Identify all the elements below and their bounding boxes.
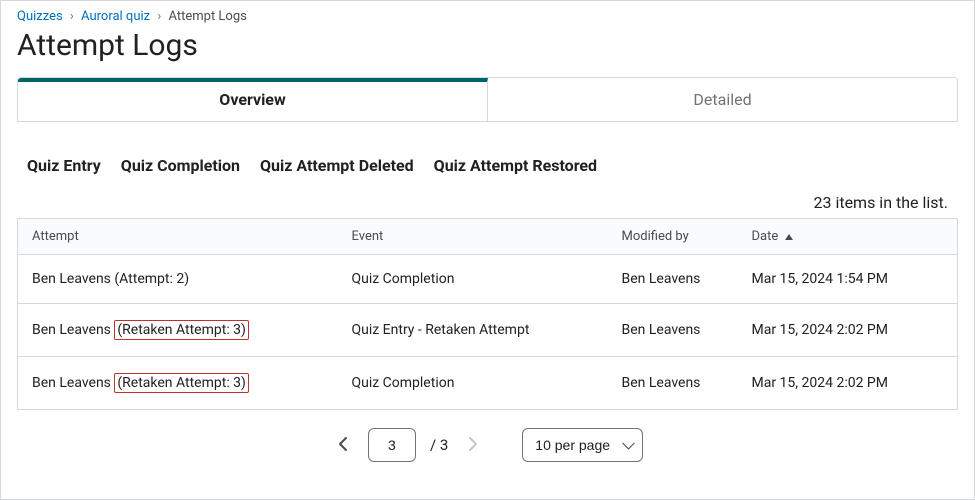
cell-modified-by: Ben Leavens <box>608 304 738 357</box>
tab-overview[interactable]: Overview <box>18 78 488 121</box>
breadcrumb-separator: › <box>70 9 74 24</box>
attempt-user: Ben Leavens <box>32 322 114 338</box>
col-header-event[interactable]: Event <box>338 219 608 255</box>
event-filter-row: Quiz Entry Quiz Completion Quiz Attempt … <box>17 122 958 193</box>
chevron-right-icon <box>468 437 478 451</box>
breadcrumb: Quizzes › Auroral quiz › Attempt Logs <box>17 9 958 24</box>
col-header-modified-by[interactable]: Modified by <box>608 219 738 255</box>
cell-attempt: Ben Leavens (Retaken Attempt: 3) <box>18 357 338 410</box>
breadcrumb-quizzes[interactable]: Quizzes <box>17 9 63 24</box>
page-number-input[interactable] <box>368 428 416 462</box>
per-page-select[interactable]: 10 per page <box>522 428 643 462</box>
table-row: Ben Leavens (Retaken Attempt: 3)Quiz Com… <box>18 357 958 410</box>
attempt-suffix: (Retaken Attempt: 3) <box>114 373 249 393</box>
page-total: / 3 <box>430 436 448 454</box>
breadcrumb-separator: › <box>157 9 161 24</box>
attempt-logs-page: Quizzes › Auroral quiz › Attempt Logs At… <box>0 0 975 500</box>
tab-detailed[interactable]: Detailed <box>488 78 957 121</box>
cell-attempt: Ben Leavens (Attempt: 2) <box>18 255 338 304</box>
cell-date: Mar 15, 2024 2:02 PM <box>738 357 958 410</box>
col-header-date[interactable]: Date <box>738 219 958 255</box>
cell-modified-by: Ben Leavens <box>608 255 738 304</box>
table-row: Ben Leavens (Retaken Attempt: 3)Quiz Ent… <box>18 304 958 357</box>
next-page-button[interactable] <box>462 431 484 460</box>
col-header-attempt[interactable]: Attempt <box>18 219 338 255</box>
cell-attempt: Ben Leavens (Retaken Attempt: 3) <box>18 304 338 357</box>
breadcrumb-quiz-name[interactable]: Auroral quiz <box>81 9 150 24</box>
col-header-date-label: Date <box>752 229 779 244</box>
attempt-user: Ben Leavens <box>32 271 114 287</box>
filter-quiz-entry[interactable]: Quiz Entry <box>27 156 101 175</box>
prev-page-button[interactable] <box>332 431 354 460</box>
cell-modified-by: Ben Leavens <box>608 357 738 410</box>
page-title: Attempt Logs <box>17 28 958 63</box>
sort-ascending-icon <box>785 234 793 240</box>
attempt-suffix: (Attempt: 2) <box>114 271 189 287</box>
pagination: / 3 10 per page <box>17 428 958 462</box>
cell-event: Quiz Completion <box>338 357 608 410</box>
filter-quiz-attempt-restored[interactable]: Quiz Attempt Restored <box>434 156 597 175</box>
chevron-left-icon <box>338 437 348 451</box>
table-row: Ben Leavens (Attempt: 2)Quiz CompletionB… <box>18 255 958 304</box>
cell-date: Mar 15, 2024 1:54 PM <box>738 255 958 304</box>
attempt-suffix: (Retaken Attempt: 3) <box>114 320 249 340</box>
cell-event: Quiz Completion <box>338 255 608 304</box>
cell-event: Quiz Entry - Retaken Attempt <box>338 304 608 357</box>
attempt-logs-table: Attempt Event Modified by Date Ben Leave… <box>17 218 958 410</box>
view-tabs: Overview Detailed <box>17 77 958 122</box>
filter-quiz-completion[interactable]: Quiz Completion <box>121 156 240 175</box>
attempt-user: Ben Leavens <box>32 375 114 391</box>
list-count: 23 items in the list. <box>17 193 958 212</box>
cell-date: Mar 15, 2024 2:02 PM <box>738 304 958 357</box>
breadcrumb-current: Attempt Logs <box>168 9 246 24</box>
per-page-select-wrap: 10 per page <box>522 428 643 462</box>
filter-quiz-attempt-deleted[interactable]: Quiz Attempt Deleted <box>260 156 414 175</box>
